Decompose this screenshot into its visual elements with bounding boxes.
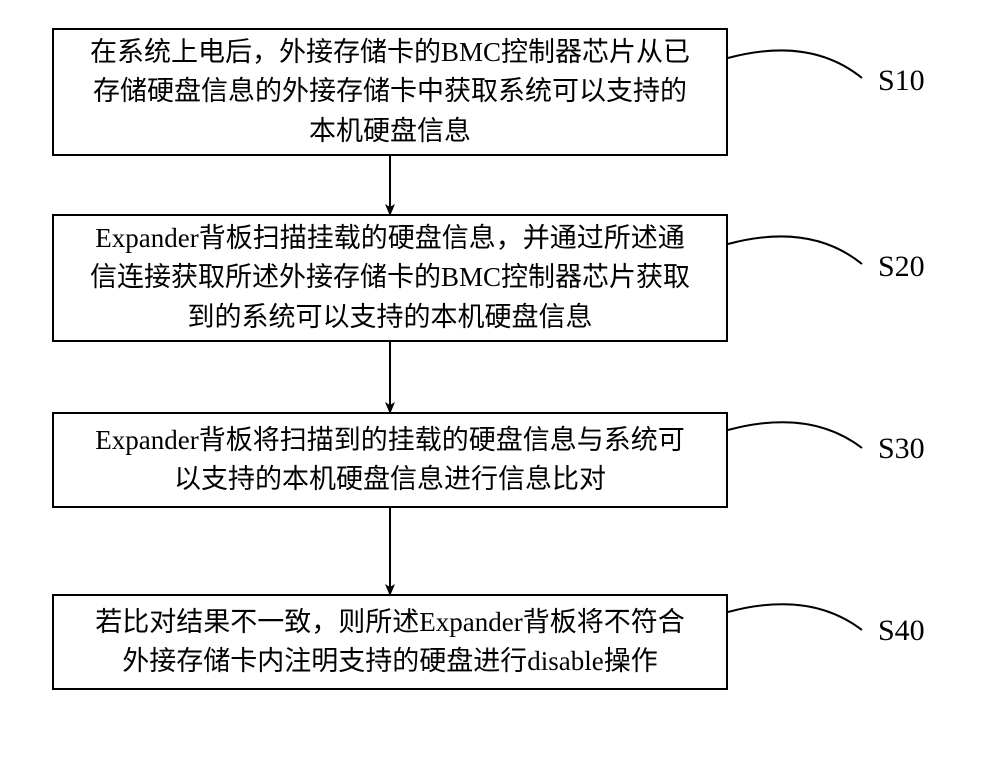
step-label-s30: S30 (878, 432, 925, 466)
step-text-s10: 在系统上电后，外接存储卡的BMC控制器芯片从已 存储硬盘信息的外接存储卡中获取系… (90, 33, 690, 150)
step-box-s30: Expander背板将扫描到的挂载的硬盘信息与系统可 以支持的本机硬盘信息进行信… (52, 412, 728, 508)
step-text-s20: Expander背板扫描挂载的硬盘信息，并通过所述通 信连接获取所述外接存储卡的… (90, 219, 690, 336)
leader-s10 (728, 50, 862, 78)
step-text-s40: 若比对结果不一致，则所述Expander背板将不符合 外接存储卡内注明支持的硬盘… (95, 603, 684, 681)
step-box-s10: 在系统上电后，外接存储卡的BMC控制器芯片从已 存储硬盘信息的外接存储卡中获取系… (52, 28, 728, 156)
step-box-s20: Expander背板扫描挂载的硬盘信息，并通过所述通 信连接获取所述外接存储卡的… (52, 214, 728, 342)
step-label-s20: S20 (878, 250, 925, 284)
step-box-s40: 若比对结果不一致，则所述Expander背板将不符合 外接存储卡内注明支持的硬盘… (52, 594, 728, 690)
flowchart-canvas: 在系统上电后，外接存储卡的BMC控制器芯片从已 存储硬盘信息的外接存储卡中获取系… (0, 0, 1000, 758)
step-label-s40: S40 (878, 614, 925, 648)
leader-s30 (728, 422, 862, 448)
leader-s40 (728, 604, 862, 630)
step-text-s30: Expander背板将扫描到的挂载的硬盘信息与系统可 以支持的本机硬盘信息进行信… (95, 421, 684, 499)
leader-s20 (728, 236, 862, 264)
step-label-s10: S10 (878, 64, 925, 98)
